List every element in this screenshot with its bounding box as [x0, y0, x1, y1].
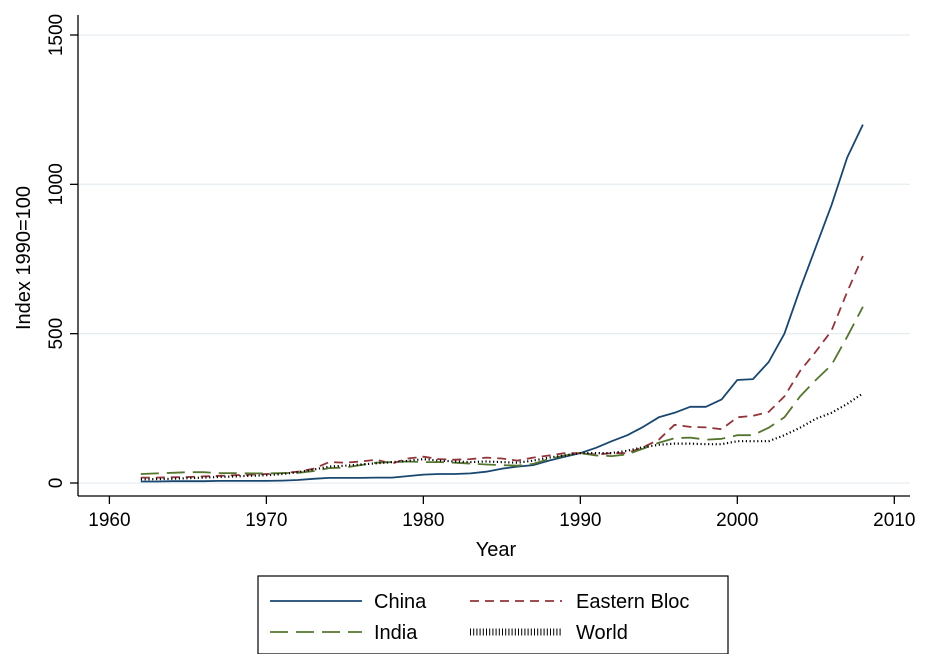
x-tick-label: 1960 — [88, 510, 130, 531]
x-axis-title: Year — [476, 539, 517, 561]
series-line-world — [140, 392, 864, 481]
legend-label-china: China — [374, 591, 427, 613]
ticks: 0 500 1000 1500 1960 1970 1980 1990 2000 2010 — [46, 14, 915, 531]
x-tick-label: 1980 — [402, 510, 444, 531]
y-axis-title: Index 1990=100 — [13, 186, 35, 330]
y-tick-label: 0 — [46, 478, 67, 489]
x-tick-label: 1990 — [559, 510, 601, 531]
y-tick-label: 1000 — [46, 163, 67, 205]
legend-label-eastern-bloc: Eastern Bloc — [576, 591, 689, 613]
legend-label-world: World — [576, 622, 628, 644]
y-tick-label: 500 — [46, 318, 67, 350]
series-line-india — [140, 306, 864, 475]
x-tick-label: 1970 — [245, 510, 287, 531]
axes — [77, 15, 910, 497]
y-tick-label: 1500 — [46, 14, 67, 56]
series-lines — [140, 124, 864, 483]
legend-label-india: India — [374, 622, 418, 644]
legend: China Eastern Bloc India World — [257, 575, 729, 654]
x-tick-label: 2010 — [873, 510, 915, 531]
legend-box — [257, 575, 729, 654]
x-tick-label: 2000 — [716, 510, 758, 531]
series-line-china — [140, 124, 864, 483]
gridlines — [78, 34, 910, 484]
